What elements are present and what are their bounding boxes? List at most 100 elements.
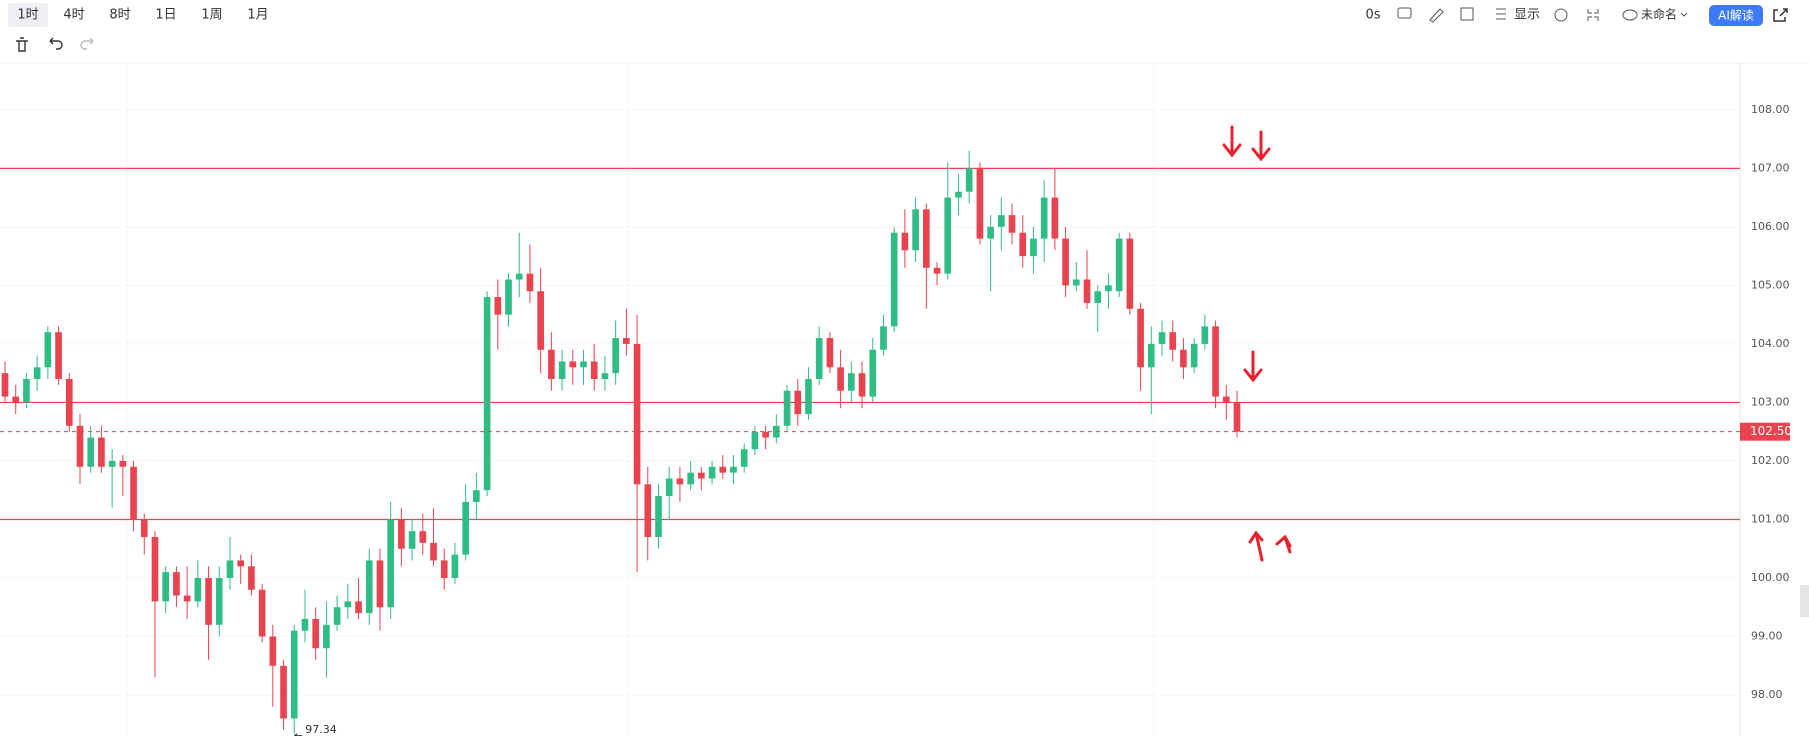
candle-body (719, 466, 727, 473)
candle-body (280, 665, 287, 719)
candle-body (215, 577, 223, 625)
candle-body (1137, 308, 1144, 368)
candle-body (1233, 402, 1241, 432)
candle-body (590, 361, 598, 380)
cloud-icon[interactable] (1622, 9, 1638, 21)
y-tick-label: 104.00 (1751, 337, 1790, 350)
arrow-up (1275, 534, 1292, 554)
candle-body (1201, 326, 1209, 344)
low-label: 97.34 (305, 723, 337, 736)
annotations (1222, 125, 1292, 562)
candle-body (1083, 279, 1091, 303)
candle-body (730, 466, 737, 473)
candle-body (783, 390, 791, 426)
draw-icon[interactable] (1429, 8, 1444, 23)
candle-body (1222, 396, 1230, 403)
candle-body (440, 560, 448, 578)
candle-body (1051, 197, 1059, 239)
candle-body (1030, 238, 1037, 257)
candle-body (623, 338, 630, 344)
layout-name[interactable]: 未命名 (1641, 7, 1677, 22)
toolbar: 1时 4时 8时 1日 1周 1月 0s 显示 未命名 AI解读 (0, 3, 1809, 736)
y-tick-label: 100.00 (1751, 571, 1790, 584)
candle-body (955, 191, 962, 198)
settings-icon[interactable] (1554, 8, 1568, 22)
add-icon[interactable] (1460, 7, 1474, 21)
redo-icon[interactable] (80, 37, 94, 50)
candle-body (398, 519, 405, 549)
candle-body (944, 197, 952, 274)
candle-body (1008, 215, 1016, 233)
candle-body (237, 560, 245, 567)
candle-body (55, 332, 62, 380)
display-button[interactable]: 显示 (1514, 8, 1540, 23)
candle-body (826, 338, 834, 368)
candle-body (140, 519, 148, 538)
interval[interactable]: 4时 (63, 8, 84, 23)
candle-body (687, 472, 694, 485)
screenshot-icon[interactable] (1397, 7, 1412, 19)
candle-body (558, 361, 566, 380)
y-tick-label: 108.00 (1751, 103, 1790, 116)
candle-body (483, 297, 491, 491)
candle-body (226, 560, 234, 578)
candle-body (815, 338, 823, 380)
candle-body (569, 361, 577, 368)
candle-body (1147, 343, 1155, 368)
ai-button[interactable]: AI解读 (1718, 9, 1754, 23)
candle-body (269, 636, 277, 666)
countdown[interactable]: 0s (1365, 8, 1380, 23)
candle-body (537, 291, 544, 350)
delete-icon[interactable] (16, 37, 28, 52)
ai-button-bg[interactable] (1709, 5, 1763, 26)
candle-body (205, 577, 212, 625)
interval[interactable]: 1时 (17, 8, 38, 23)
candle-body (108, 460, 116, 467)
candle-body (430, 542, 437, 561)
last-price-tag (1740, 422, 1790, 441)
fullscreen-icon[interactable] (1587, 9, 1599, 21)
candle-body (1072, 279, 1080, 286)
candle-body (1180, 349, 1187, 368)
candle-body (194, 577, 202, 602)
y-tick-label: 98.00 (1751, 688, 1783, 701)
interval[interactable]: 1日 (155, 8, 176, 23)
candle-body (65, 379, 73, 426)
candle-body (355, 601, 362, 614)
candle-body (130, 466, 137, 520)
arrow-down (1243, 350, 1263, 383)
share-icon[interactable] (1773, 8, 1788, 22)
undo-icon[interactable] (49, 37, 63, 50)
candle-body (33, 367, 41, 380)
candle-body (880, 326, 887, 350)
list-icon[interactable] (1496, 8, 1506, 20)
candle-body (526, 273, 534, 292)
candle-body (1094, 291, 1102, 303)
candle-body (23, 379, 30, 403)
candle-body (751, 431, 759, 450)
interval[interactable]: 1周 (201, 8, 222, 23)
interval[interactable]: 8时 (109, 8, 130, 23)
candle-body (644, 484, 652, 538)
candle-body (301, 618, 309, 631)
candle-body (365, 560, 373, 614)
candle-body (676, 478, 684, 485)
candle-body (462, 501, 469, 555)
plot: 98.00 99.00 100.00 101.00 102.00 103.00 104.00… (0, 103, 1792, 739)
candle-body (505, 279, 512, 315)
candle-body (890, 232, 898, 327)
candle-body (344, 601, 352, 608)
interval[interactable]: 1月 (247, 8, 268, 23)
y-tick-label: 101.00 (1751, 512, 1790, 525)
candle-body (419, 531, 427, 543)
candle-body (1190, 343, 1198, 368)
scroll-handle[interactable] (1800, 585, 1809, 617)
candle-body (633, 343, 641, 485)
y-tick-label: 106.00 (1751, 220, 1790, 233)
candle-body (1019, 232, 1027, 257)
candle-body (248, 566, 255, 590)
candle-body (151, 537, 159, 602)
candle-body (494, 297, 502, 315)
candle-body (473, 490, 480, 502)
